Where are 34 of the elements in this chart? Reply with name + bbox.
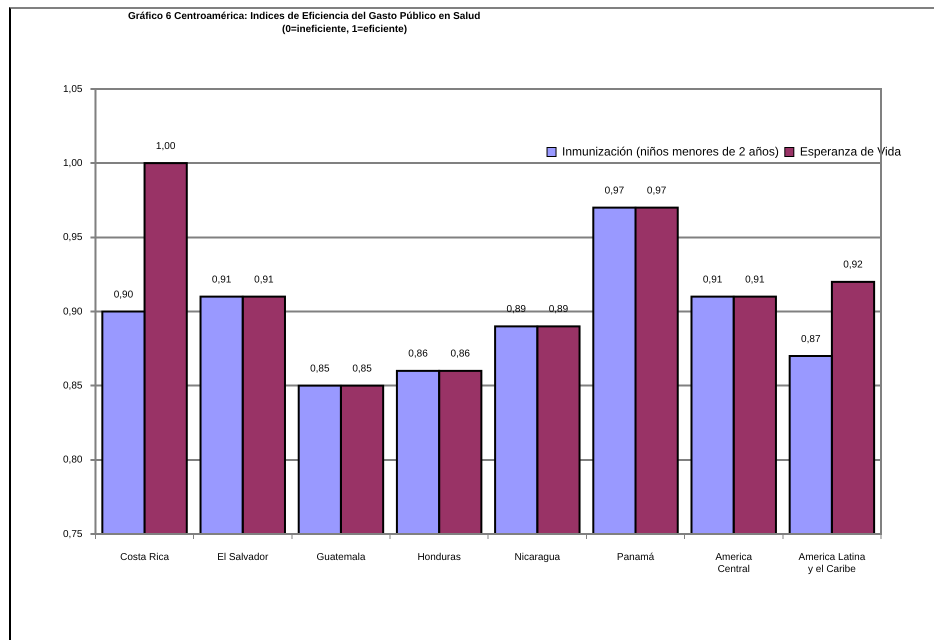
x-tick-label: Panamá (616, 552, 655, 563)
data-label: 0,97 (646, 185, 667, 196)
chart-subtitle: (0=ineficiente, 1=eficiente) (282, 24, 408, 36)
data-label: 1,00 (156, 140, 176, 152)
chart-title: Gráfico 6 Centroamérica: Indices de Eficiencia del Gasto Público en Salud (128, 11, 480, 23)
y-tick-label: 0,90 (62, 306, 83, 318)
data-label: 0,91 (254, 274, 274, 286)
data-label: 0,86 (408, 348, 428, 360)
data-label: 0,92 (843, 260, 864, 271)
data-label: 0,85 (352, 363, 372, 374)
data-label: 0,85 (310, 363, 330, 374)
x-tick-label: Nicaragua (514, 552, 561, 563)
data-label: 0,87 (801, 334, 821, 345)
data-label: 0,91 (702, 274, 723, 286)
data-label: 0,91 (212, 274, 232, 286)
data-label: 0,90 (114, 289, 134, 300)
x-tick-label: Guatemala (316, 552, 366, 563)
data-label: 0,97 (604, 185, 625, 196)
x-tick-label: America Latina y el Caribe (798, 552, 866, 575)
y-tick-label: 0,75 (62, 528, 83, 540)
y-tick-label: 0,85 (62, 380, 83, 392)
x-tick-label: Honduras (417, 552, 461, 563)
legend-label: Inmunización (niños menores de 2 años) (562, 144, 779, 158)
y-tick-label: 0,95 (62, 232, 83, 244)
data-label: 0,89 (506, 304, 526, 316)
data-label: 0,86 (450, 348, 470, 360)
data-label: 0,89 (548, 304, 569, 316)
y-tick-label: 1,00 (62, 158, 83, 169)
x-tick-label: Costa Rica (120, 552, 170, 563)
y-tick-label: 0,80 (62, 454, 83, 466)
x-tick-label: America Central (715, 552, 752, 575)
y-tick-label: 1,05 (62, 84, 83, 95)
x-tick-label: El Salvador (217, 552, 269, 563)
data-label: 0,91 (745, 274, 765, 286)
